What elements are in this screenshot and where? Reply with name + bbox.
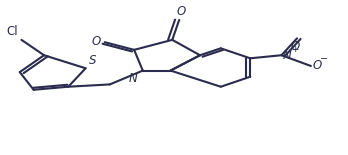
Text: Cl: Cl — [6, 25, 18, 38]
Text: O: O — [92, 35, 101, 48]
Text: −: − — [320, 54, 329, 64]
Text: S: S — [89, 54, 97, 67]
Text: O: O — [313, 60, 322, 73]
Text: N: N — [129, 72, 137, 85]
Text: N: N — [283, 49, 292, 62]
Text: O: O — [291, 40, 300, 53]
Text: O: O — [176, 5, 185, 18]
Text: +: + — [291, 45, 299, 54]
